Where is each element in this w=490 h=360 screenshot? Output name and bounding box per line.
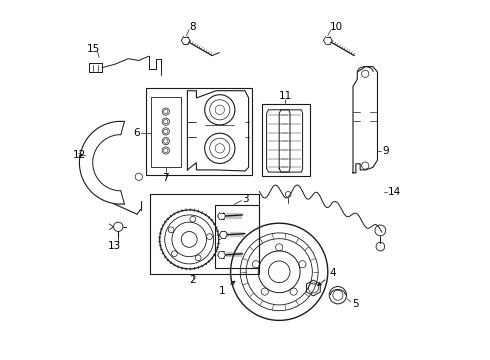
Text: 2: 2 bbox=[190, 275, 196, 285]
Bar bbox=[216, 205, 259, 268]
Text: 3: 3 bbox=[242, 194, 248, 204]
Text: 14: 14 bbox=[388, 186, 401, 197]
Text: 11: 11 bbox=[279, 91, 292, 102]
Text: 12: 12 bbox=[73, 150, 86, 160]
Bar bbox=[151, 97, 181, 167]
Text: 1: 1 bbox=[219, 281, 235, 296]
Text: 15: 15 bbox=[87, 44, 100, 54]
Bar bbox=[149, 194, 259, 274]
Text: 9: 9 bbox=[383, 146, 389, 156]
Text: 5: 5 bbox=[352, 299, 359, 309]
Text: 7: 7 bbox=[163, 173, 169, 183]
Bar bbox=[262, 104, 310, 176]
Text: 10: 10 bbox=[330, 22, 343, 32]
Text: 6: 6 bbox=[133, 128, 140, 138]
Text: 8: 8 bbox=[190, 22, 196, 32]
Text: 13: 13 bbox=[108, 240, 122, 251]
Text: 4: 4 bbox=[318, 268, 337, 285]
Bar bbox=[146, 88, 252, 175]
